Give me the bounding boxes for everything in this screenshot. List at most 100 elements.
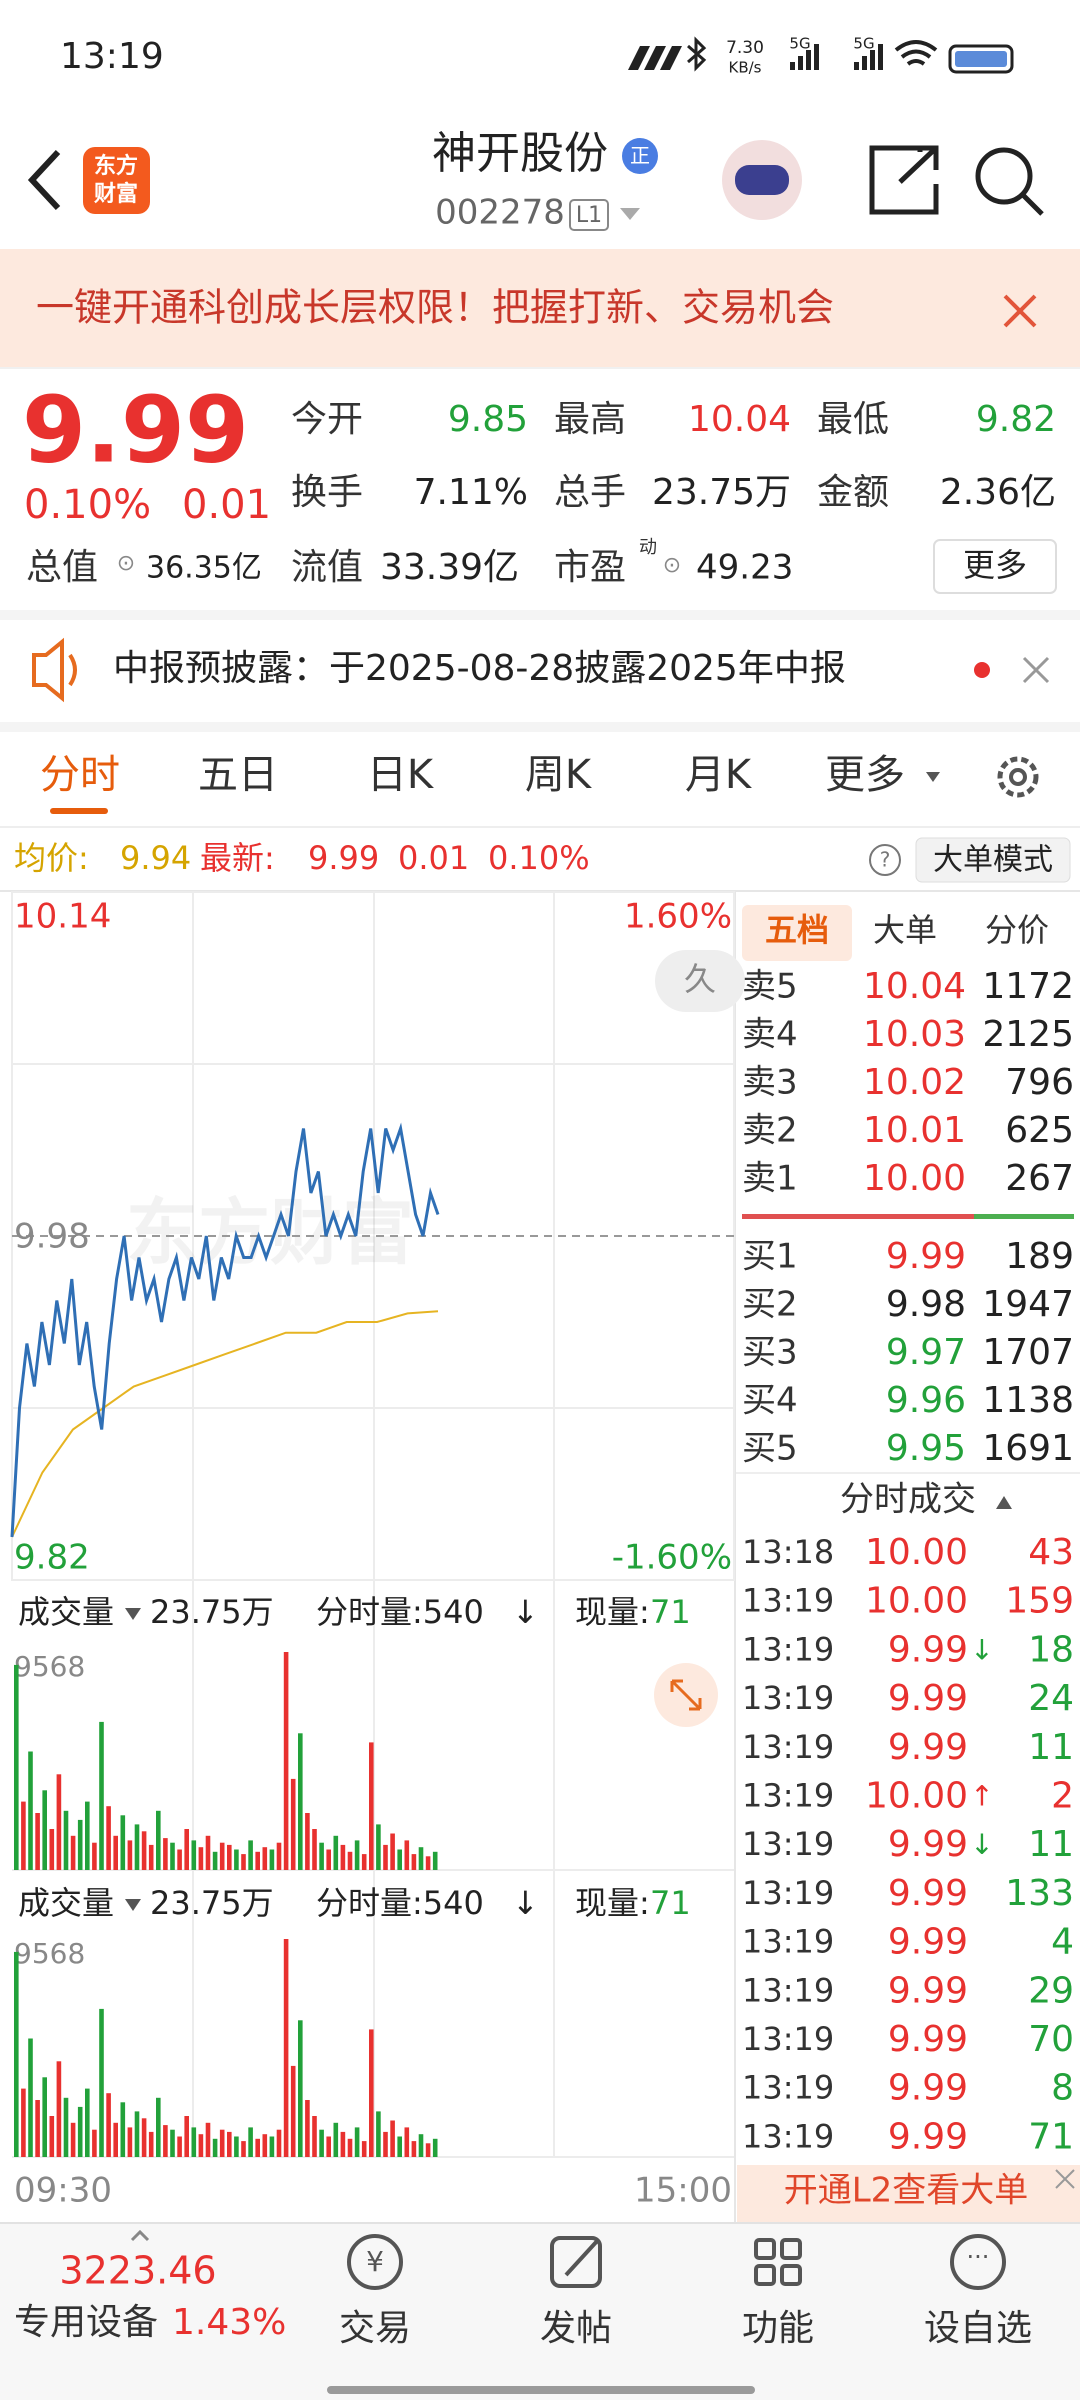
trade-time: 13:19 (742, 1825, 834, 1863)
banner-bg[interactable] (0, 249, 1080, 367)
field-sup: 动 (639, 537, 657, 558)
volume-bar (397, 2136, 402, 2157)
l2-close[interactable] (1055, 2169, 1075, 2189)
volume-bar (354, 2127, 360, 2157)
volume-bar (290, 1778, 296, 1870)
help-icon[interactable] (869, 844, 901, 876)
book-price: 9.97 (886, 1332, 966, 1373)
volume-bar (14, 1951, 19, 2157)
avg-label: 均价: (14, 839, 89, 877)
level-dropdown[interactable] (620, 208, 640, 220)
badge-pill[interactable] (655, 950, 745, 1012)
volume-bar (106, 1806, 111, 1870)
pct-bottom-label: -1.60% (612, 1538, 732, 1578)
nav-item[interactable]: 交易 (339, 2308, 411, 2349)
volume-caret[interactable] (125, 1899, 141, 1911)
volume-bar (85, 1801, 90, 1870)
tab[interactable]: 五日 (198, 752, 278, 798)
mode-text[interactable]: 大单模式 (933, 843, 1053, 878)
mode-button[interactable] (915, 837, 1071, 883)
book-label: 卖5 (742, 967, 798, 1007)
volume-bar (191, 1840, 197, 1870)
book-price: 10.02 (863, 1062, 966, 1103)
book-tab[interactable]: 大单 (873, 911, 937, 949)
book-divider (974, 1214, 1074, 1219)
index-caret[interactable] (130, 2229, 150, 2242)
index-value[interactable]: 3223.46 (59, 2249, 216, 2293)
field-label: 今开 (291, 399, 363, 440)
l2-text[interactable]: 开通L2查看大单 (784, 2171, 1029, 2211)
notice-close[interactable] (1022, 656, 1050, 684)
trade-arrow: ↓ (970, 1828, 993, 1861)
search-button[interactable] (975, 147, 1033, 205)
book-label: 卖4 (742, 1015, 798, 1055)
l2-bg[interactable] (737, 2165, 1080, 2222)
book-price: 9.98 (886, 1284, 966, 1325)
divider (0, 826, 1080, 828)
trades-title[interactable]: 分时成交 (840, 1480, 976, 1520)
volume-bar (141, 1831, 147, 1870)
watchlist-icon[interactable] (950, 2234, 1006, 2290)
volume-total: 23.75万 (150, 1593, 274, 1631)
book-tab[interactable]: 五档 (765, 911, 829, 949)
settings-core (1009, 768, 1027, 786)
trade-icon[interactable] (347, 2234, 403, 2290)
book-tab[interactable]: 分价 (985, 911, 1049, 949)
trade-time: 13:18 (742, 1533, 834, 1571)
level-box[interactable] (569, 199, 609, 231)
function-icon[interactable] (754, 2238, 802, 2286)
volume-bar (354, 1840, 360, 1870)
nav-item[interactable]: 设自选 (924, 2308, 1032, 2349)
book-label: 卖1 (742, 1159, 798, 1199)
nav-bg (0, 2222, 1080, 2400)
book-volume: 1707 (982, 1332, 1074, 1373)
volume-bar (340, 1844, 346, 1870)
banner-close[interactable] (1003, 294, 1037, 328)
trade-time: 13:19 (742, 1679, 834, 1717)
volume-label[interactable]: 成交量 (18, 1884, 114, 1922)
volume-bar (248, 1840, 253, 1870)
divider (0, 610, 1080, 620)
volume-bar (163, 1838, 168, 1870)
notice-text[interactable]: 中报预披露：于2025-08-28披露2025年中报 (113, 648, 846, 689)
volume-max-label: 9568 (14, 1937, 85, 1970)
tab[interactable]: 周K (525, 752, 593, 798)
tab[interactable]: 更多 (825, 752, 905, 798)
banner-text[interactable]: 一键开通科创成长层权限！把握打新、交易机会 (36, 286, 834, 330)
volume-bar (276, 2129, 282, 2157)
nav-item[interactable]: 发帖 (540, 2308, 612, 2349)
trade-time: 13:19 (742, 2020, 834, 2058)
back-button[interactable] (27, 149, 61, 211)
trades-caret[interactable] (996, 1496, 1012, 1509)
volume-bar (432, 1851, 438, 1870)
share-button[interactable] (869, 145, 939, 215)
book-volume: 1691 (982, 1428, 1074, 1469)
volume-bar (361, 1854, 367, 1870)
volume-label[interactable]: 成交量 (18, 1593, 114, 1631)
x-start-label: 09:30 (14, 2171, 112, 2211)
expand-icon (670, 1679, 702, 1711)
latest-value: 9.99 (308, 839, 379, 877)
trade-time: 13:19 (742, 2069, 834, 2107)
book-price: 10.01 (863, 1110, 966, 1151)
tab[interactable]: 日K (367, 752, 435, 798)
volume-bar (127, 2127, 133, 2157)
nav-item[interactable]: 功能 (742, 2308, 814, 2349)
field-value: 9.85 (448, 399, 528, 440)
badge-text[interactable]: 久 (684, 960, 716, 998)
logo (83, 147, 150, 214)
more-button[interactable] (933, 539, 1057, 594)
volume-bar (141, 2118, 147, 2157)
more-text[interactable]: 更多 (963, 546, 1027, 584)
volume-bar (28, 2038, 33, 2157)
volume-bar (212, 1851, 218, 1870)
settings-button[interactable] (997, 756, 1039, 798)
tab[interactable]: 分时 (40, 752, 120, 798)
volume-bar (205, 2122, 211, 2157)
book-label: 买2 (742, 1285, 798, 1325)
book-volume: 1172 (982, 966, 1074, 1007)
tab[interactable]: 月K (685, 752, 753, 798)
volume-caret[interactable] (125, 1608, 141, 1620)
post-icon[interactable] (550, 2236, 602, 2288)
trade-volume: 4 (1051, 1922, 1074, 1963)
